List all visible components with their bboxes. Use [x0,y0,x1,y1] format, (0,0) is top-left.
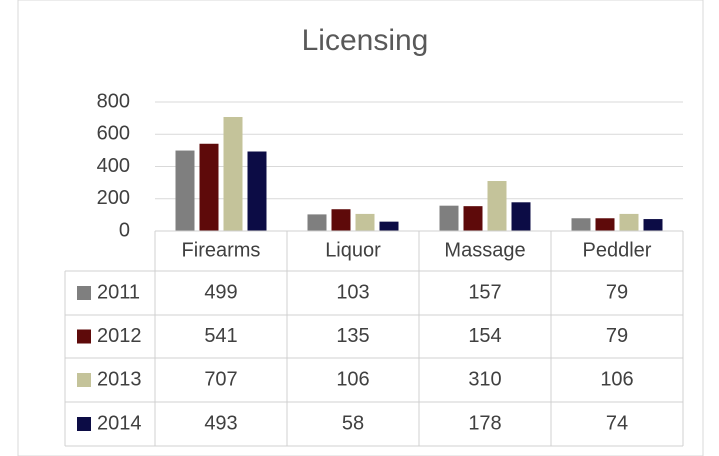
category-label: Massage [444,239,525,261]
y-tick-label: 200 [97,187,130,209]
bar [571,218,591,231]
table-value: 106 [336,368,369,390]
table-value: 310 [468,368,501,390]
bar [619,213,639,231]
bar [175,150,195,231]
bar [331,209,351,231]
bar [595,218,615,231]
table-value: 178 [468,412,501,434]
bar [223,116,243,231]
bar [355,213,375,231]
table-value: 79 [606,325,628,347]
legend-label: 2013 [97,368,142,390]
bar [379,221,399,231]
table-value: 499 [204,281,237,303]
legend-label: 2014 [97,412,142,434]
y-tick-label: 800 [97,90,130,112]
table-value: 106 [600,368,633,390]
category-label: Firearms [182,239,261,261]
bar [643,219,663,231]
y-tick-label: 0 [119,219,130,241]
y-tick-label: 600 [97,123,130,145]
table-value: 493 [204,412,237,434]
bar [511,202,531,231]
y-tick-label: 400 [97,155,130,177]
chart-title: Licensing [302,24,429,57]
bar [199,143,219,231]
table-value: 79 [606,281,628,303]
table-value: 58 [342,412,364,434]
table-value: 541 [204,325,237,347]
category-label: Peddler [583,239,652,261]
legend-label: 2012 [97,325,142,347]
legend-label: 2011 [97,281,140,303]
table-value: 103 [336,281,369,303]
table-value: 135 [336,325,369,347]
bar [439,205,459,231]
bar [247,151,267,231]
bar [307,214,327,231]
table-value: 154 [468,325,501,347]
legend-swatch [77,417,91,431]
legend-swatch [77,373,91,387]
table-value: 74 [606,412,628,434]
category-label: Liquor [325,239,381,261]
bar [463,206,483,231]
bar [487,181,507,231]
legend-swatch [77,329,91,344]
table-value: 707 [204,368,237,390]
legend-swatch [77,286,91,300]
table-value: 157 [468,281,501,303]
